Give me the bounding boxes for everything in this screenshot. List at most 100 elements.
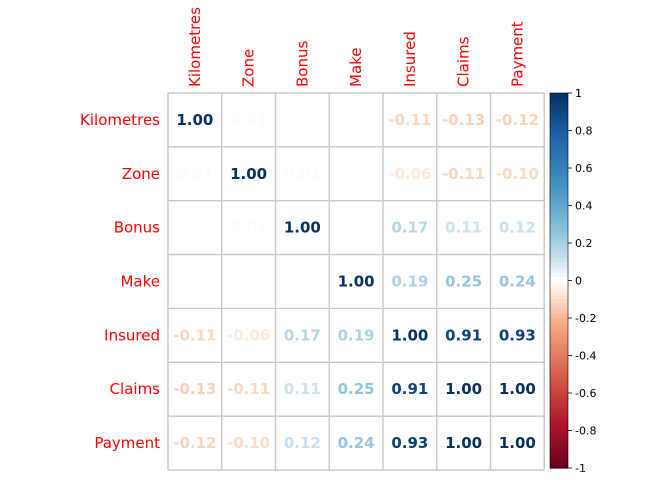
colorbar-segment — [550, 359, 568, 364]
row-label-zone: Zone — [122, 165, 160, 183]
heatmap-cell — [168, 362, 222, 417]
colorbar-tick-label: 0.8 — [575, 125, 593, 138]
heatmap-cell — [436, 416, 491, 471]
cells-layer — [168, 93, 545, 471]
cell-value-bonus-kilometres: 0.00 — [176, 219, 213, 237]
cell-value-zone-claims: -0.11 — [442, 165, 485, 183]
cell-value-claims-insured: 0.91 — [391, 380, 428, 398]
cell-value-payment-payment: 1.00 — [499, 434, 536, 452]
colorbar-segment — [550, 445, 568, 450]
heatmap-cell — [168, 200, 222, 255]
cell-value-zone-kilometres: 0.01 — [176, 165, 213, 183]
heatmap-cell — [436, 146, 491, 201]
heatmap-cell — [383, 308, 437, 363]
colorbar-segment — [550, 261, 568, 267]
heatmap-cell — [490, 308, 545, 363]
cell-value-payment-zone: -0.10 — [227, 434, 270, 452]
colorbar-segment — [550, 385, 568, 390]
colorbar-segment — [550, 400, 568, 405]
colorbar-segment — [550, 201, 568, 207]
cell-value-make-claims: 0.25 — [445, 273, 482, 291]
colorbar-segment — [550, 374, 568, 379]
heatmap-cell — [383, 362, 437, 417]
heatmap-cell — [436, 93, 491, 147]
row-label-insured: Insured — [104, 326, 160, 344]
colorbar-segment — [550, 306, 568, 312]
cell-value-make-make: 1.00 — [338, 273, 375, 291]
colorbar-segment — [550, 171, 568, 177]
colorbar-segment — [550, 370, 568, 375]
cell-value-insured-zone: -0.06 — [227, 326, 270, 344]
heatmap-cell — [275, 146, 330, 201]
colorbar-tick-label: 0.6 — [575, 162, 593, 175]
cell-value-claims-make: 0.25 — [338, 380, 375, 398]
colorbar-segment — [550, 423, 568, 428]
colorbar-segment — [550, 126, 568, 132]
column-label-zone: Zone — [240, 49, 258, 87]
cell-value-bonus-payment: 0.12 — [499, 219, 536, 237]
heatmap-cell — [329, 254, 383, 309]
heatmap-cell — [329, 416, 383, 471]
cell-value-make-zone: 0.00 — [230, 273, 267, 291]
heatmap-cell — [221, 146, 276, 201]
colorbar-segment — [550, 303, 568, 308]
heatmap-cell — [383, 254, 437, 309]
colorbar-segment — [550, 258, 568, 263]
colorbar-tick-label: -0.6 — [575, 387, 596, 400]
heatmap-cell — [383, 93, 437, 147]
heatmap-cell — [221, 93, 276, 147]
colorbar-segment — [550, 389, 568, 394]
cell-value-payment-kilometres: -0.12 — [173, 434, 216, 452]
colorbar-segment — [550, 220, 568, 225]
heatmap-cell — [168, 308, 222, 363]
column-label-insured: Insured — [401, 31, 419, 87]
heatmap-cell — [436, 362, 491, 417]
colorbar-segment — [550, 186, 568, 192]
colorbar-segment — [550, 254, 568, 259]
colorbar-segment — [550, 441, 568, 447]
colorbar-segment — [550, 194, 568, 199]
cell-value-claims-claims: 1.00 — [445, 380, 482, 398]
colorbar-segment — [550, 419, 568, 424]
colorbar-segment — [550, 438, 568, 443]
cell-value-payment-insured: 0.93 — [391, 434, 428, 452]
colorbar-segment — [550, 175, 568, 180]
colorbar-segment — [550, 449, 568, 454]
colorbar-segment — [550, 329, 568, 334]
colorbar-segment — [550, 348, 568, 353]
row-label-payment: Payment — [94, 434, 160, 452]
colorbar-segment — [550, 160, 568, 165]
cell-value-make-insured: 0.19 — [391, 273, 428, 291]
colorbar-segment — [550, 411, 568, 417]
cell-value-bonus-make: 0.00 — [338, 219, 375, 237]
colorbar-tick-label: -0.2 — [575, 312, 596, 325]
colorbar-segment — [550, 119, 568, 124]
cell-value-bonus-zone: 0.01 — [230, 219, 267, 237]
cell-value-payment-claims: 1.00 — [445, 434, 482, 452]
cell-value-kilometres-payment: -0.12 — [496, 111, 539, 129]
colorbar-segment — [550, 134, 568, 139]
cell-value-payment-bonus: 0.12 — [284, 434, 321, 452]
cell-value-kilometres-make: 0.00 — [338, 111, 375, 129]
heatmap-cell — [168, 254, 222, 309]
colorbar-segment — [550, 209, 568, 214]
colorbar-segment — [550, 213, 568, 218]
colorbar-segment — [550, 344, 568, 349]
colorbar-segment — [550, 408, 568, 413]
colorbar-segment — [550, 93, 568, 98]
cell-value-claims-payment: 1.00 — [499, 380, 536, 398]
column-label-claims: Claims — [455, 36, 473, 87]
colorbar-segment — [550, 231, 568, 237]
heatmap-cell — [168, 93, 222, 147]
colorbar-segment — [550, 246, 568, 252]
row-label-make: Make — [120, 273, 160, 291]
colorbar-segment — [550, 269, 568, 274]
heatmap-cell — [275, 308, 330, 363]
colorbar-segment — [550, 430, 568, 435]
heatmap-cell — [383, 200, 437, 255]
cell-value-kilometres-kilometres: 1.00 — [176, 111, 213, 129]
heatmap-cell — [490, 93, 545, 147]
cell-value-insured-insured: 1.00 — [391, 326, 428, 344]
heatmap-cell — [168, 416, 222, 471]
colorbar-segment — [550, 115, 568, 120]
